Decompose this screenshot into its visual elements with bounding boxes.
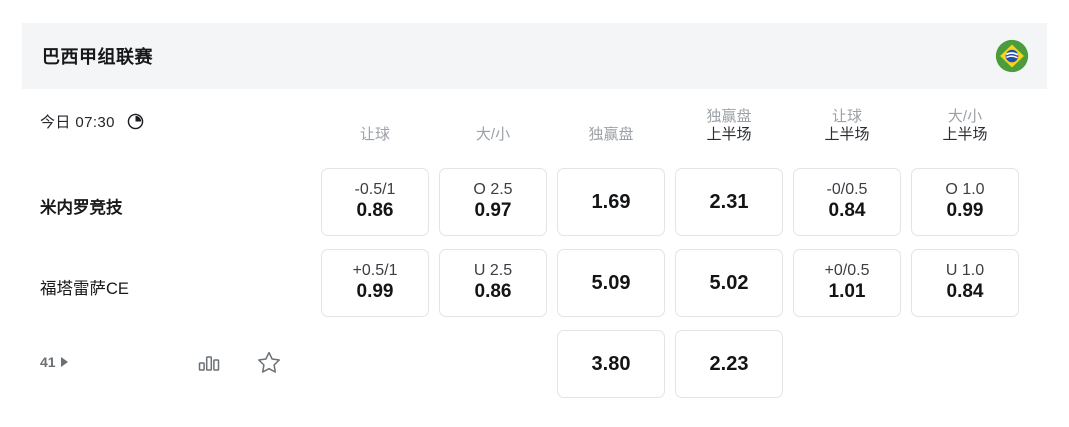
- odds-column: 独赢盘 上半场 2.31 5.02 2.23: [674, 89, 784, 427]
- column-header-primary: 让球: [359, 126, 390, 144]
- odds-cell[interactable]: -0/0.5 0.84: [793, 168, 901, 236]
- brazil-flag-icon: [995, 39, 1029, 73]
- odds-column: 让球 上半场 -0/0.5 0.84 +0/0.5 1.01: [792, 89, 902, 427]
- odds-cell[interactable]: 3.80: [557, 330, 665, 398]
- odds-column-header: 独赢盘: [556, 89, 666, 151]
- odds-price: 5.02: [709, 272, 749, 294]
- odds-cell-stack: -0/0.5 0.84 +0/0.5 1.01: [792, 151, 902, 398]
- match-info-column: 今日 07:30 米内罗竞技 福塔雷萨CE 41: [40, 89, 320, 427]
- odds-cell-empty: [439, 330, 547, 398]
- odds-column: 大/小 上半场 O 1.0 0.99 U 1.0 0.84: [910, 89, 1020, 427]
- odds-cell[interactable]: 2.31: [675, 168, 783, 236]
- odds-price: 0.86: [474, 281, 512, 303]
- odds-handicap-line: U 2.5: [473, 261, 513, 279]
- odds-cell[interactable]: +0.5/1 0.99: [321, 249, 429, 317]
- odds-cell[interactable]: 5.02: [675, 249, 783, 317]
- odds-columns: 让球 -0.5/1 0.86 +0.5/1 0.99 大/小 O 2.5 0.97 U 2.5 0…: [320, 89, 1050, 427]
- odds-cell[interactable]: 1.69: [557, 168, 665, 236]
- odds-cell[interactable]: 2.23: [675, 330, 783, 398]
- odds-cell-stack: -0.5/1 0.86 +0.5/1 0.99: [320, 151, 430, 398]
- odds-cell-empty: [321, 330, 429, 398]
- odds-handicap-line: U 1.0: [945, 261, 985, 279]
- odds-price: 0.84: [946, 281, 984, 303]
- odds-cell-stack: O 1.0 0.99 U 1.0 0.84: [910, 151, 1020, 398]
- odds-column-header: 独赢盘 上半场: [674, 89, 784, 151]
- odds-cell-empty: [911, 330, 1019, 398]
- odds-column: 独赢盘 1.69 5.09 3.80: [556, 89, 666, 427]
- odds-cell[interactable]: -0.5/1 0.86: [321, 168, 429, 236]
- odds-column: 大/小 O 2.5 0.97 U 2.5 0.86: [438, 89, 548, 427]
- odds-column: 让球 -0.5/1 0.86 +0.5/1 0.99: [320, 89, 430, 427]
- match-body: 今日 07:30 米内罗竞技 福塔雷萨CE 41: [0, 89, 1069, 427]
- odds-handicap-line: O 2.5: [473, 180, 513, 198]
- odds-price: 0.84: [828, 200, 866, 222]
- odds-price: 2.31: [709, 191, 749, 213]
- odds-handicap-line: +0.5/1: [352, 261, 398, 279]
- kickoff-time: 今日 07:30: [40, 113, 115, 131]
- odds-cell[interactable]: U 2.5 0.86: [439, 249, 547, 317]
- home-team-name[interactable]: 米内罗竞技: [40, 199, 123, 217]
- column-header-period: 上半场: [942, 126, 988, 144]
- column-header-primary: 大/小: [947, 107, 983, 125]
- league-title: 巴西甲组联赛: [42, 47, 153, 67]
- odds-cell-stack: 1.69 5.09 3.80: [556, 151, 666, 398]
- footer-icon-group: [196, 349, 282, 375]
- star-outline-icon[interactable]: [256, 349, 282, 375]
- odds-cell-stack: 2.31 5.02 2.23: [674, 151, 784, 398]
- odds-price: 3.80: [591, 353, 631, 375]
- away-team-name[interactable]: 福塔雷萨CE: [40, 280, 129, 298]
- odds-price: 0.86: [356, 200, 394, 222]
- column-header-primary: 让球: [831, 107, 862, 125]
- odds-price: 0.99: [946, 200, 984, 222]
- odds-cell[interactable]: U 1.0 0.84: [911, 249, 1019, 317]
- odds-cell-stack: O 2.5 0.97 U 2.5 0.86: [438, 151, 548, 398]
- live-stream-icon[interactable]: [127, 113, 144, 130]
- odds-column-header: 让球: [320, 89, 430, 151]
- odds-cell[interactable]: O 2.5 0.97: [439, 168, 547, 236]
- bar-chart-icon[interactable]: [196, 349, 222, 375]
- odds-handicap-line: +0/0.5: [824, 261, 870, 279]
- column-header-period: 上半场: [824, 126, 870, 144]
- odds-cell-empty: [793, 330, 901, 398]
- more-markets-button[interactable]: 41: [40, 354, 68, 370]
- match-footer: 41: [40, 347, 320, 377]
- odds-price: 0.97: [474, 200, 512, 222]
- column-header-period: 上半场: [706, 126, 752, 144]
- market-count: 41: [40, 354, 56, 370]
- column-header-primary: 独赢盘: [588, 126, 634, 144]
- column-header-primary: 大/小: [475, 126, 511, 144]
- column-header-primary: 独赢盘: [706, 107, 752, 125]
- chevron-right-icon: [60, 357, 68, 367]
- kickoff-row: 今日 07:30: [40, 111, 144, 131]
- odds-price: 0.99: [356, 281, 394, 303]
- odds-cell[interactable]: +0/0.5 1.01: [793, 249, 901, 317]
- odds-column-header: 让球 上半场: [792, 89, 902, 151]
- odds-price: 1.69: [591, 191, 631, 213]
- odds-cell[interactable]: 5.09: [557, 249, 665, 317]
- odds-price: 2.23: [709, 353, 749, 375]
- odds-column-header: 大/小: [438, 89, 548, 151]
- odds-handicap-line: -0.5/1: [354, 180, 396, 198]
- league-header[interactable]: 巴西甲组联赛: [22, 23, 1047, 89]
- odds-column-header: 大/小 上半场: [910, 89, 1020, 151]
- odds-price: 5.09: [591, 272, 631, 294]
- odds-handicap-line: O 1.0: [945, 180, 985, 198]
- odds-price: 1.01: [828, 281, 866, 303]
- odds-cell[interactable]: O 1.0 0.99: [911, 168, 1019, 236]
- odds-handicap-line: -0/0.5: [826, 180, 868, 198]
